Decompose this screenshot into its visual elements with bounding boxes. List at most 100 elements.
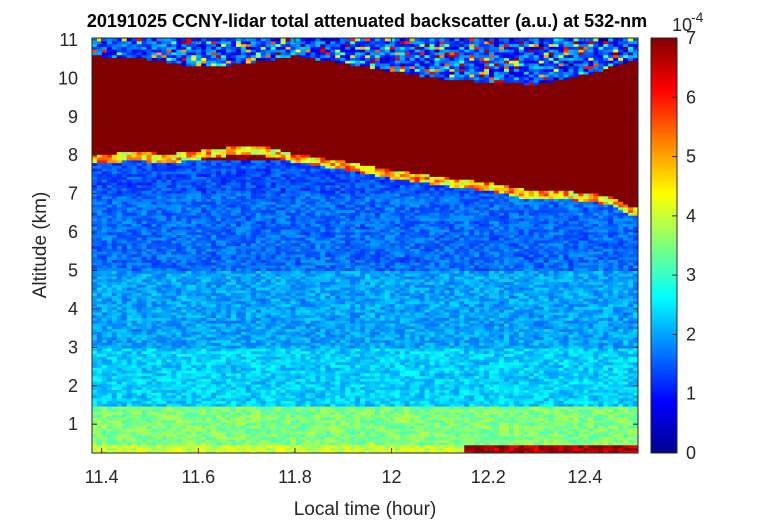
heatmap-cell [106,309,113,313]
heatmap-cell [131,439,138,443]
heatmap-cell [92,386,98,390]
heatmap-cell [245,38,252,42]
heatmap-cell [101,184,108,188]
heatmap-cell [111,309,118,313]
heatmap-cell [96,314,103,319]
heatmap-cell [101,79,108,83]
heatmap-cell [136,262,143,266]
heatmap-cell [96,372,103,377]
heatmap-cell [111,331,118,335]
heatmap-cell [106,441,113,446]
heatmap-cell [96,231,103,236]
heatmap-cell [116,358,123,363]
heatmap-cell [111,256,118,260]
heatmap-cell [111,104,118,108]
heatmap-cell [141,49,148,53]
heatmap-cell [116,311,123,316]
heatmap-cell [126,206,133,211]
heatmap-cell [146,87,153,92]
heatmap-cell [141,375,148,379]
heatmap-cell [146,104,153,108]
heatmap-cell [92,209,98,213]
heatmap-cell [121,417,128,421]
heatmap-cell [101,441,108,446]
heatmap-cell [121,85,128,89]
heatmap-cell [151,165,158,169]
heatmap-cell [131,295,138,299]
heatmap-cell [92,397,98,402]
heatmap-cell [106,436,113,440]
heatmap-cell [136,439,143,443]
heatmap-cell [141,187,148,191]
heatmap-cell [146,85,153,89]
heatmap-cell [146,317,153,321]
heatmap-cell [116,201,123,205]
heatmap-cell [131,198,138,202]
heatmap-cell [92,206,98,211]
heatmap-cell [131,104,138,108]
heatmap-cell [126,87,133,92]
heatmap-cell [92,71,98,75]
heatmap-cell [96,217,103,222]
heatmap-cell [106,381,113,385]
heatmap-cell [151,82,158,86]
heatmap-cell [141,397,148,402]
heatmap-cell [101,397,108,402]
heatmap-cell [92,378,98,382]
heatmap-cell [141,295,148,299]
heatmap-cell [156,370,163,374]
heatmap-cell [121,228,128,233]
heatmap-cell [106,428,113,432]
heatmap-cell [106,231,113,236]
heatmap-cell [156,358,163,363]
heatmap-cell [121,444,128,449]
heatmap-cell [136,378,143,382]
heatmap-cell [116,334,123,338]
heatmap-cell [121,215,128,219]
heatmap-cell [126,148,133,153]
heatmap-cell [116,115,123,119]
heatmap-cell [151,361,158,366]
heatmap-cell [121,38,128,42]
heatmap-cell [141,262,148,266]
heatmap-cell [111,287,118,291]
heatmap-cell [136,336,143,341]
heatmap-cell [141,450,148,453]
heatmap-cell [116,187,123,191]
heatmap-cell [141,287,148,291]
heatmap-cell [156,325,163,330]
heatmap-cell [116,259,123,263]
heatmap-cell [126,392,133,396]
heatmap-cell [136,328,143,332]
heatmap-cell [136,129,143,133]
heatmap-cell [146,428,153,432]
heatmap-cell [101,405,108,410]
heatmap-cell [151,262,158,266]
heatmap-cell [141,168,148,172]
heatmap-cell [146,400,153,404]
heatmap-cell [106,159,113,164]
heatmap-cell [126,447,133,451]
heatmap-cell [131,239,138,244]
heatmap-cell [121,62,128,67]
heatmap-cell [96,93,103,97]
heatmap-cell [116,322,123,327]
heatmap-cell [111,372,118,377]
heatmap-cell [131,408,138,413]
heatmap-cell [121,325,128,330]
heatmap-cell [131,320,138,324]
heatmap-cell [116,441,123,446]
heatmap-cell [146,68,153,72]
heatmap-cell [92,361,98,366]
heatmap-cell [101,267,108,271]
heatmap-cell [126,405,133,410]
heatmap-cell [96,121,103,125]
heatmap-cell [151,143,158,147]
heatmap-cell [146,38,153,42]
heatmap-cell [131,350,138,354]
heatmap-cell [151,40,158,45]
heatmap-cell [106,170,113,175]
heatmap-cell [121,87,128,92]
heatmap-cell [126,289,133,294]
heatmap-cell [111,378,118,382]
